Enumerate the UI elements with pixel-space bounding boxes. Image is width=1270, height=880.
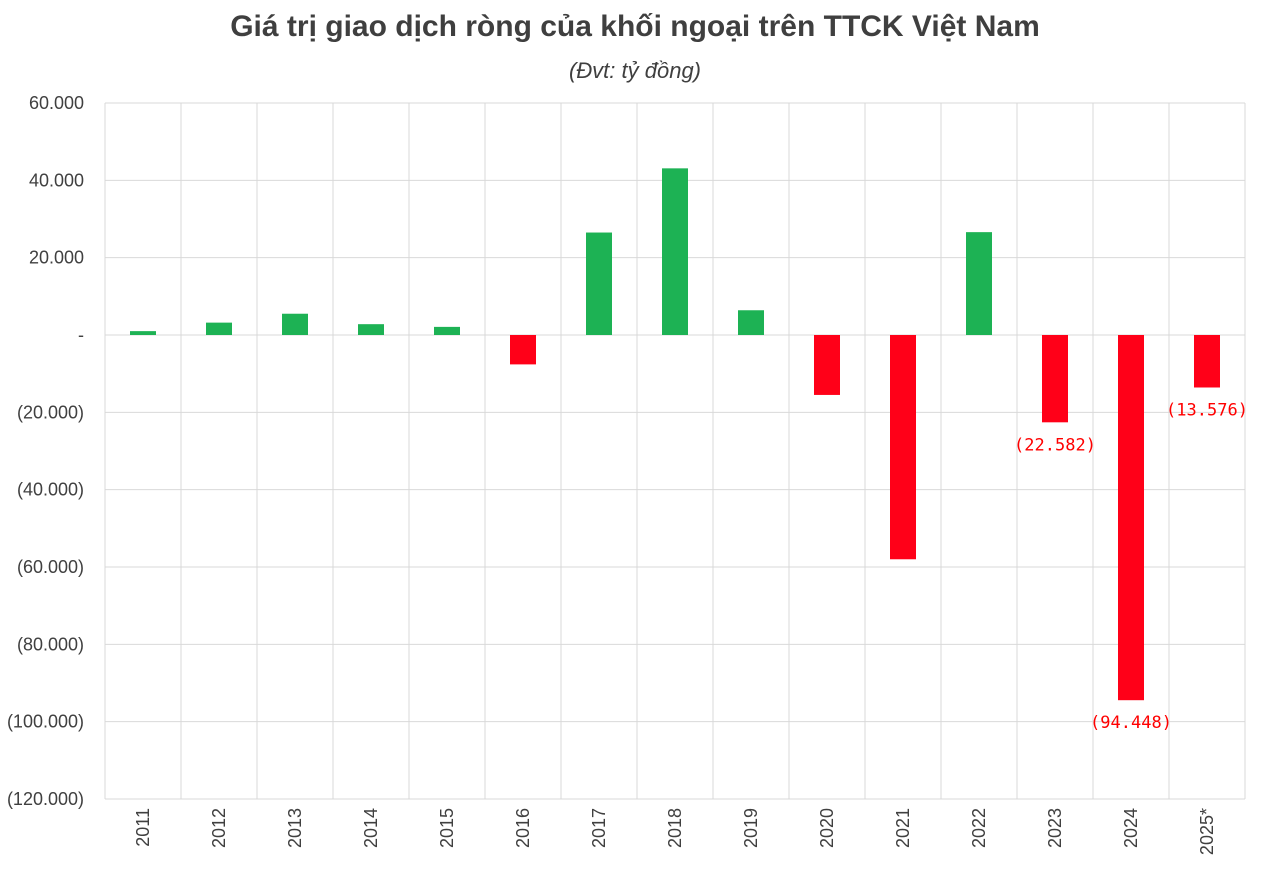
x-tick-label: 2021: [893, 808, 913, 848]
y-tick-label: 20.000: [29, 248, 84, 268]
grid-layer: [104, 102, 1246, 800]
y-tick-label: (120.000): [7, 789, 84, 809]
bar-2025: [1194, 335, 1220, 388]
x-tick-label: 2019: [741, 808, 761, 848]
x-tick-label: 2011: [133, 808, 153, 847]
y-tick-label: -: [78, 325, 84, 345]
x-tick-label: 2018: [665, 808, 685, 848]
x-tick-label: 2020: [817, 808, 837, 848]
bar-2016: [510, 335, 536, 365]
bar-2021: [890, 335, 916, 560]
bar-2011: [130, 331, 156, 335]
x-tick-label: 2025*: [1197, 808, 1217, 855]
x-tick-label: 2014: [361, 808, 381, 848]
x-tick-label: 2015: [437, 808, 457, 848]
y-tick-label: 60.000: [29, 93, 84, 113]
bar-layer: [130, 168, 1220, 701]
data-labels: (22.582) (94.448) (13.576): [1014, 400, 1248, 733]
y-tick-label: (60.000): [17, 557, 84, 577]
bar-2019: [738, 310, 764, 335]
bar-2012: [206, 322, 232, 335]
y-tick-label: (40.000): [17, 480, 84, 500]
bar-2014: [358, 324, 384, 335]
bar-2017: [586, 232, 612, 335]
y-tick-label: (80.000): [17, 634, 84, 654]
y-tick-label: (100.000): [7, 712, 84, 732]
y-axis-ticks: 60.000 40.000 20.000 - (20.000) (40.000) (60.0…: [7, 93, 84, 809]
bar-2018: [662, 168, 688, 335]
data-label: (22.582): [1014, 435, 1096, 455]
bar-2013: [282, 313, 308, 335]
chart-subtitle: (Đvt: tỷ đồng): [568, 58, 702, 83]
x-tick-label: 2023: [1045, 808, 1065, 848]
data-label: (13.576): [1166, 400, 1248, 420]
bar-2023: [1042, 335, 1068, 423]
x-tick-label: 2013: [285, 808, 305, 848]
x-tick-label: 2016: [513, 808, 533, 848]
y-tick-label: (20.000): [17, 402, 84, 422]
data-label: (94.448): [1090, 713, 1172, 733]
chart-title: Giá trị giao dịch ròng của khối ngoại tr…: [230, 10, 1040, 43]
bar-2015: [434, 326, 460, 335]
bar-2024: [1118, 335, 1144, 701]
x-tick-label: 2012: [209, 808, 229, 848]
bar-2020: [814, 335, 840, 395]
x-tick-label: 2022: [969, 808, 989, 848]
bar-2022: [966, 232, 992, 335]
x-tick-label: 2017: [589, 808, 609, 848]
y-tick-label: 40.000: [29, 170, 84, 190]
x-axis-ticks: 2011 2012 2013 2014 2015 2016 2017 2018 2019 2020…: [133, 808, 1217, 855]
x-tick-label: 2024: [1121, 808, 1141, 848]
